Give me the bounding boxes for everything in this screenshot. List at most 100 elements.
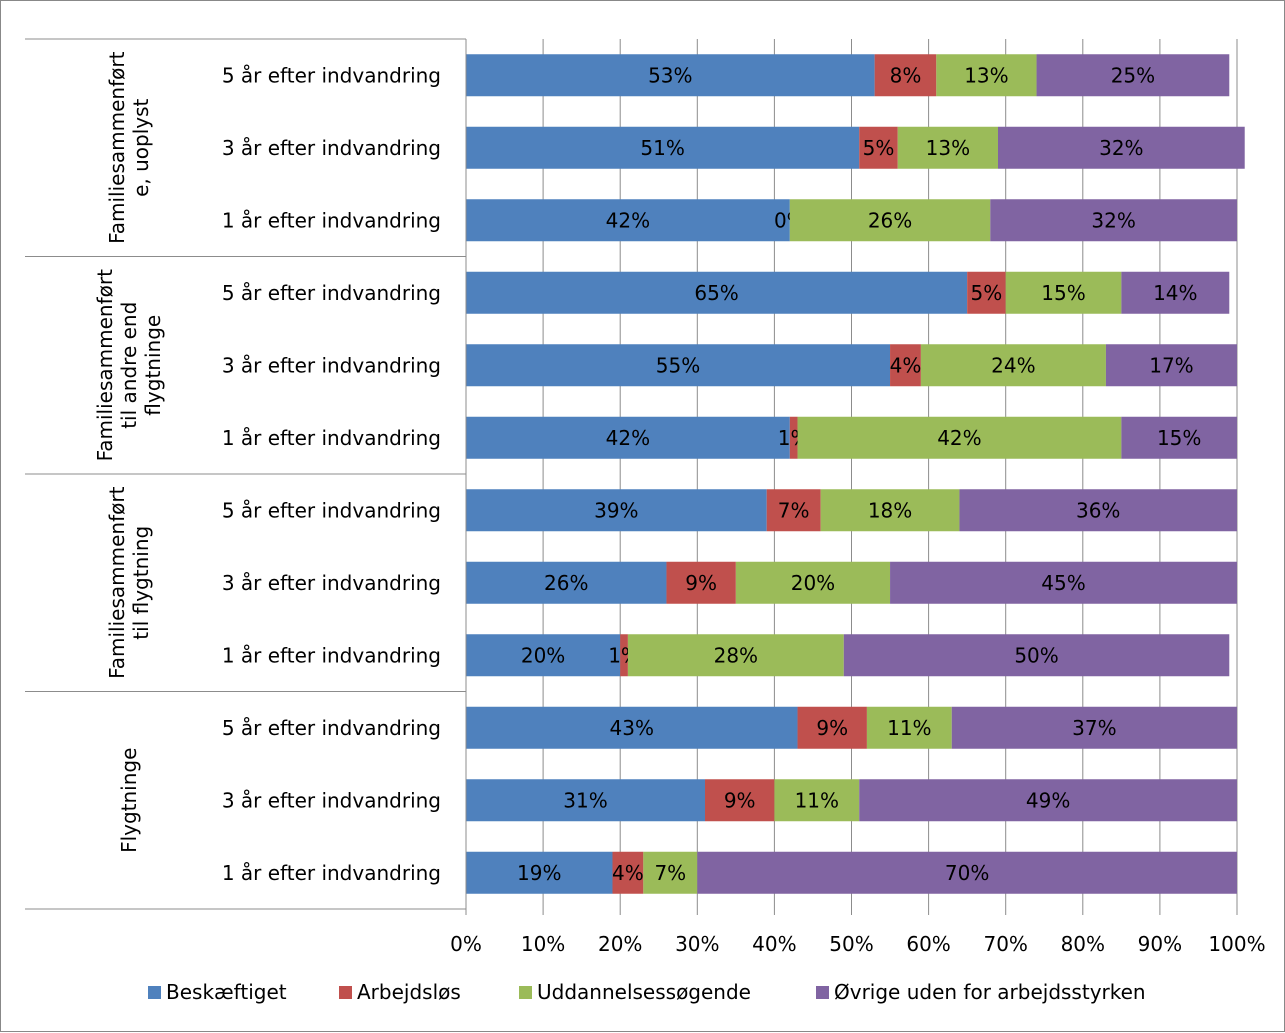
data-label: 15% — [1157, 426, 1201, 450]
data-label: 11% — [887, 716, 931, 740]
bar-segment-1 — [466, 489, 767, 532]
data-label: 55% — [656, 353, 700, 377]
bar-segment-4 — [959, 489, 1237, 532]
data-label: 20% — [791, 571, 835, 595]
bar-segment-2 — [705, 779, 775, 822]
bar-segment-1 — [466, 851, 613, 894]
row-label: 1 år efter indvandring — [222, 208, 441, 232]
bar-segment-2 — [666, 561, 736, 604]
data-label: 18% — [868, 498, 912, 522]
data-label: 4% — [612, 861, 644, 885]
x-tick-label: 20% — [598, 932, 642, 956]
data-label: 42% — [606, 208, 650, 232]
x-tick-label: 60% — [906, 932, 950, 956]
bar-segment-4 — [859, 779, 1237, 822]
bar-segment-3 — [897, 126, 998, 169]
data-label: 9% — [685, 571, 717, 595]
data-label: 25% — [1111, 63, 1155, 87]
row-label: 1 år efter indvandring — [222, 861, 441, 885]
bar-segment-2 — [789, 416, 798, 459]
bar-segment-3 — [797, 416, 1122, 459]
data-label: 4% — [890, 353, 922, 377]
x-tick-label: 30% — [675, 932, 719, 956]
row-label: 5 år efter indvandring — [222, 716, 441, 740]
bar-segment-3 — [789, 199, 991, 242]
data-label: 42% — [606, 426, 650, 450]
data-label: 65% — [694, 281, 738, 305]
data-label: 7% — [778, 498, 810, 522]
bar-segment-4 — [997, 126, 1245, 169]
data-label: 8% — [890, 63, 922, 87]
bar-segment-2 — [620, 634, 628, 677]
group-label-line: flygtninge — [141, 315, 165, 416]
x-tick-label: 50% — [829, 932, 873, 956]
bar-segment-2 — [612, 851, 644, 894]
group-label-line: til andre end — [117, 302, 141, 429]
data-label: 32% — [1099, 136, 1143, 160]
legend-label: Arbejdsløs — [357, 980, 461, 1004]
bar-segment-4 — [990, 199, 1237, 242]
data-label: 13% — [926, 136, 970, 160]
row-label: 3 år efter indvandring — [222, 136, 441, 160]
x-tick-label: 100% — [1208, 932, 1265, 956]
legend-swatch — [816, 986, 829, 999]
data-label: 53% — [648, 63, 692, 87]
bar-segment-1 — [466, 634, 621, 677]
row-label: 1 år efter indvandring — [222, 426, 441, 450]
row-label: 3 år efter indvandring — [222, 788, 441, 812]
bar-segment-1 — [466, 416, 790, 459]
bar-segment-2 — [797, 706, 867, 749]
bar-segment-1 — [466, 561, 667, 604]
data-label: 5% — [863, 136, 895, 160]
data-label: 70% — [945, 861, 989, 885]
data-label: 26% — [544, 571, 588, 595]
bar-segment-3 — [866, 706, 952, 749]
bar-segment-4 — [697, 851, 1237, 894]
bar-segment-2 — [859, 126, 898, 169]
data-label: 49% — [1026, 788, 1070, 812]
data-label: 11% — [795, 788, 839, 812]
bar-segment-4 — [1121, 271, 1230, 314]
bar-segment-4 — [890, 561, 1237, 604]
data-label: 45% — [1041, 571, 1085, 595]
data-label: 9% — [816, 716, 848, 740]
data-label: 42% — [937, 426, 981, 450]
group-label-line: e, uoplyst — [129, 98, 153, 196]
group-label: Familiesammenførttil andre endflygtninge — [93, 269, 165, 462]
data-label: 36% — [1076, 498, 1120, 522]
bar-segment-2 — [766, 489, 821, 532]
data-label: 37% — [1072, 716, 1116, 740]
group-label-line: Familiesammenført — [105, 486, 129, 679]
bar-segment-1 — [466, 344, 891, 387]
group-label-line: til flygtning — [129, 526, 153, 640]
legend-label: Uddannelsessøgende — [537, 980, 751, 1004]
legend-label: Beskæftiget — [166, 980, 287, 1004]
bar-segment-1 — [466, 779, 706, 822]
row-label: 5 år efter indvandring — [222, 63, 441, 87]
bar-segment-1 — [466, 54, 875, 97]
data-label: 50% — [1014, 643, 1058, 667]
group-label-line: Familiesammenført — [105, 51, 129, 244]
bar-segment-3 — [643, 851, 698, 894]
bar-segment-4 — [843, 634, 1230, 677]
x-tick-label: 90% — [1138, 932, 1182, 956]
bar-segment-2 — [890, 344, 921, 387]
data-label: 24% — [991, 353, 1035, 377]
bar-segment-3 — [920, 344, 1106, 387]
data-label: 51% — [640, 136, 684, 160]
bar-segment-4 — [1121, 416, 1237, 459]
bar-segment-3 — [820, 489, 960, 532]
x-tick-label: 10% — [521, 932, 565, 956]
legend-swatch — [148, 986, 161, 999]
data-label: 7% — [654, 861, 686, 885]
bar-segment-4 — [951, 706, 1237, 749]
data-label: 19% — [517, 861, 561, 885]
bar-segment-1 — [466, 126, 860, 169]
group-label-line: Familiesammenført — [93, 269, 117, 462]
bar-segment-3 — [735, 561, 891, 604]
bar-segment-2 — [967, 271, 1006, 314]
data-label: 17% — [1149, 353, 1193, 377]
data-label: 32% — [1091, 208, 1135, 232]
